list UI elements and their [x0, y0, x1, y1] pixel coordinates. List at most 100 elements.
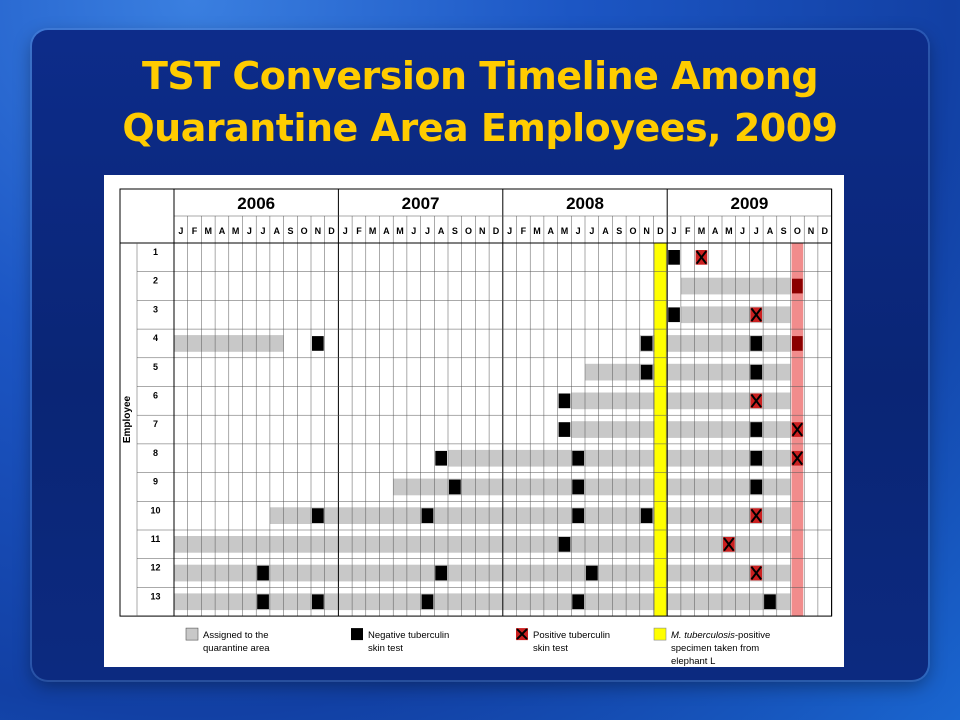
legend-label-mtb-line3: elephant L	[671, 656, 715, 667]
negative-test-marker	[449, 479, 461, 495]
assigned-bar-5	[585, 363, 791, 381]
positive-test-marker-x2	[750, 307, 762, 322]
month-label: A	[219, 226, 226, 236]
month-label: A	[274, 226, 281, 236]
negative-test-marker	[640, 336, 653, 351]
mtb-specimen-column	[654, 242, 667, 617]
employee-label-13: 13	[150, 591, 160, 601]
negative-test-marker	[572, 479, 584, 495]
negative-test-marker	[750, 479, 763, 495]
month-label: J	[261, 226, 266, 236]
month-label: A	[383, 226, 390, 236]
month-label: M	[205, 226, 213, 236]
legend-label-positive: Positive tuberculin	[533, 630, 610, 641]
month-label: S	[287, 226, 293, 236]
month-label: S	[452, 226, 458, 236]
month-label: M	[533, 226, 541, 236]
year-label-2007: 2007	[402, 194, 440, 213]
negative-test-marker	[312, 594, 324, 610]
legend-swatch-mtb	[653, 627, 667, 641]
legend-label-positive-line2: skin test	[533, 643, 568, 654]
month-label: A	[602, 226, 609, 236]
assigned-bar-13	[174, 593, 791, 611]
slide-title-line-1: TST Conversion Timeline Among	[141, 54, 819, 98]
assigned-bar-12	[174, 564, 791, 582]
negative-test-marker	[572, 508, 584, 523]
positive-test-marker-x2	[723, 537, 735, 552]
positive-test-marker-x2	[695, 250, 708, 265]
year-label-2006: 2006	[237, 194, 275, 213]
month-label: J	[589, 226, 594, 236]
month-label: D	[822, 226, 829, 236]
employee-label-9: 9	[153, 477, 158, 487]
month-label: J	[247, 226, 252, 236]
month-label: N	[643, 226, 650, 236]
month-label: F	[356, 226, 362, 236]
month-label: O	[465, 226, 472, 236]
legend-swatch-negative	[351, 628, 363, 641]
negative-test-marker	[558, 393, 571, 409]
highlight-dark-marker-4	[792, 336, 803, 351]
slide-title-line-2: Quarantine Area Employees, 2009	[122, 106, 838, 150]
year-label-2009: 2009	[730, 194, 768, 213]
positive-test-marker-x2	[750, 508, 762, 523]
negative-test-marker	[640, 364, 653, 380]
month-label: J	[343, 226, 348, 236]
employee-label-12: 12	[150, 563, 160, 573]
negative-test-marker	[435, 565, 447, 581]
highlight-dark-marker-2	[792, 278, 803, 294]
month-label: J	[507, 226, 512, 236]
negative-test-marker	[435, 450, 447, 466]
month-label: O	[794, 226, 801, 236]
legend-label-negative-line2: skin test	[368, 643, 403, 654]
month-label: D	[657, 226, 664, 236]
employee-label-2: 2	[153, 276, 158, 286]
month-label: M	[725, 226, 733, 236]
assigned-bar-8	[448, 449, 791, 467]
negative-test-marker	[312, 508, 324, 523]
negative-test-marker	[586, 565, 598, 581]
month-label: N	[315, 226, 322, 236]
month-label: O	[301, 226, 308, 236]
month-label: J	[576, 226, 581, 236]
month-label: N	[479, 226, 486, 236]
month-label: F	[521, 226, 527, 236]
negative-test-marker	[421, 594, 434, 610]
negative-test-marker	[640, 508, 653, 523]
employee-label-7: 7	[153, 419, 158, 429]
month-label: S	[781, 226, 787, 236]
chart-border	[119, 188, 833, 617]
month-label: M	[698, 226, 706, 236]
positive-test-marker-x2	[750, 566, 762, 581]
negative-test-marker	[668, 307, 680, 323]
negative-test-marker	[750, 336, 763, 351]
employee-label-4: 4	[153, 333, 158, 343]
employee-label-8: 8	[153, 448, 158, 458]
month-label: J	[672, 226, 677, 236]
negative-test-marker	[257, 565, 269, 581]
employee-label-1: 1	[153, 247, 158, 257]
negative-test-marker	[764, 594, 776, 610]
month-label: M	[369, 226, 377, 236]
legend-label-negative: Negative tuberculin	[368, 630, 449, 641]
employee-label-3: 3	[153, 304, 158, 314]
y-axis-label: Employee	[122, 395, 133, 443]
employee-label-10: 10	[150, 505, 160, 515]
highlight-positive-marker-8-x2	[791, 451, 803, 466]
month-label: A	[767, 226, 774, 236]
negative-test-marker	[572, 450, 584, 466]
month-label: J	[740, 226, 745, 236]
month-label: N	[808, 226, 815, 236]
negative-test-marker	[750, 364, 763, 380]
month-label: S	[616, 226, 622, 236]
negative-test-marker	[558, 422, 571, 437]
negative-test-marker	[750, 422, 763, 437]
assigned-bar-9	[393, 478, 791, 496]
legend-label-mtb-line2: specimen taken from	[671, 643, 759, 654]
legend-label-assigned-line2: quarantine area	[203, 643, 270, 654]
highlight-positive-marker-7-x2	[791, 422, 803, 437]
negative-test-marker	[668, 250, 680, 265]
positive-test-marker-x2	[750, 393, 762, 408]
legend-label-italic: M. tuberculosis	[671, 630, 735, 641]
legend-label-assigned: Assigned to the	[203, 630, 269, 641]
